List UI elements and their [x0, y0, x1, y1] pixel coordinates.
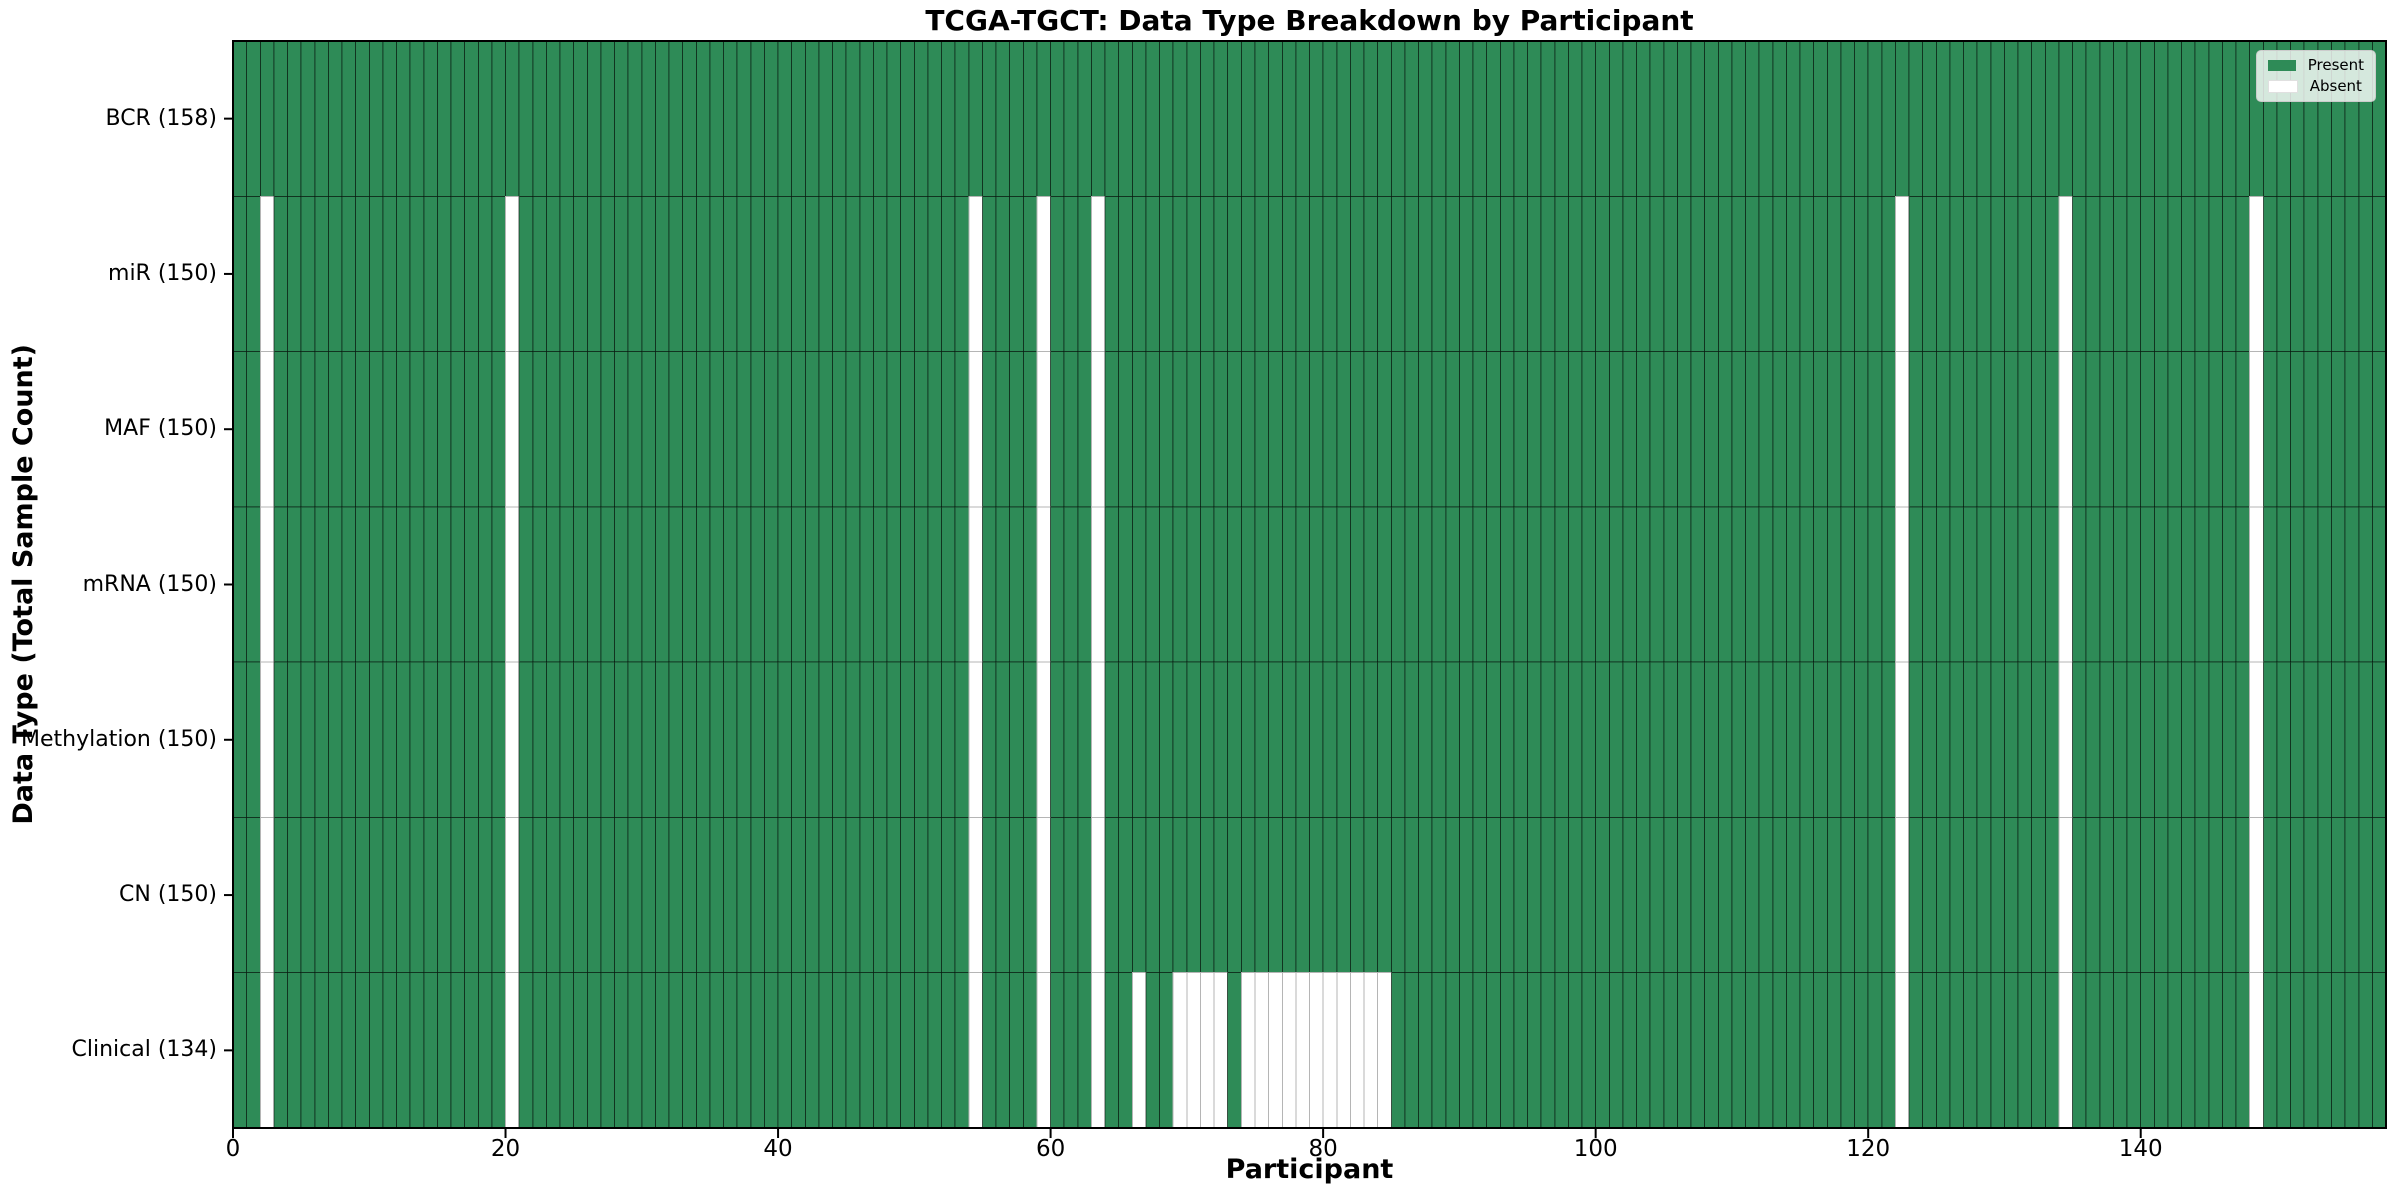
x-tick-label: 20 [490, 1136, 521, 1162]
y-axis-ticks [224, 117, 233, 1052]
x-tick-label: 0 [225, 1136, 241, 1162]
x-axis-ticks [232, 1128, 2142, 1138]
legend-entry-absent: Absent [2267, 77, 2364, 95]
legend-entry-present: Present [2267, 56, 2364, 74]
x-tick-label: 120 [1846, 1136, 1891, 1162]
y-tick-label: BCR (158) [105, 105, 217, 131]
y-tick-label: miR (150) [108, 260, 217, 286]
x-axis-label: Participant [1225, 1154, 1394, 1185]
heatmap-row [232, 816, 2387, 974]
heatmap-row [232, 40, 2387, 197]
y-tick-label: MAF (150) [104, 416, 217, 442]
heatmap-row [232, 661, 2387, 818]
x-tick-label: 140 [2118, 1136, 2163, 1162]
legend-label-present: Present [2307, 56, 2364, 74]
chart-title: TCGA-TGCT: Data Type Breakdown by Partic… [925, 4, 1694, 37]
x-tick-label: 60 [1035, 1136, 1066, 1162]
heatmap-row [232, 195, 2387, 353]
heatmap-row [232, 972, 2387, 1129]
y-tick-label: Methylation (150) [21, 726, 217, 752]
x-tick-label: 80 [1308, 1136, 1338, 1162]
y-tick-label: Clinical (134) [71, 1037, 217, 1063]
legend: Present Absent [2255, 50, 2376, 102]
x-tick-label: 40 [763, 1136, 793, 1162]
heatmap-row [232, 351, 2387, 508]
y-tick-label: CN (150) [119, 882, 217, 908]
y-tick-label: mRNA (150) [82, 571, 217, 597]
absent-swatch-icon [2267, 80, 2298, 93]
legend-label-absent: Absent [2309, 77, 2362, 95]
x-tick-label: 100 [1573, 1136, 1618, 1162]
present-swatch-icon [2267, 60, 2296, 71]
heatmap-row [232, 506, 2387, 663]
